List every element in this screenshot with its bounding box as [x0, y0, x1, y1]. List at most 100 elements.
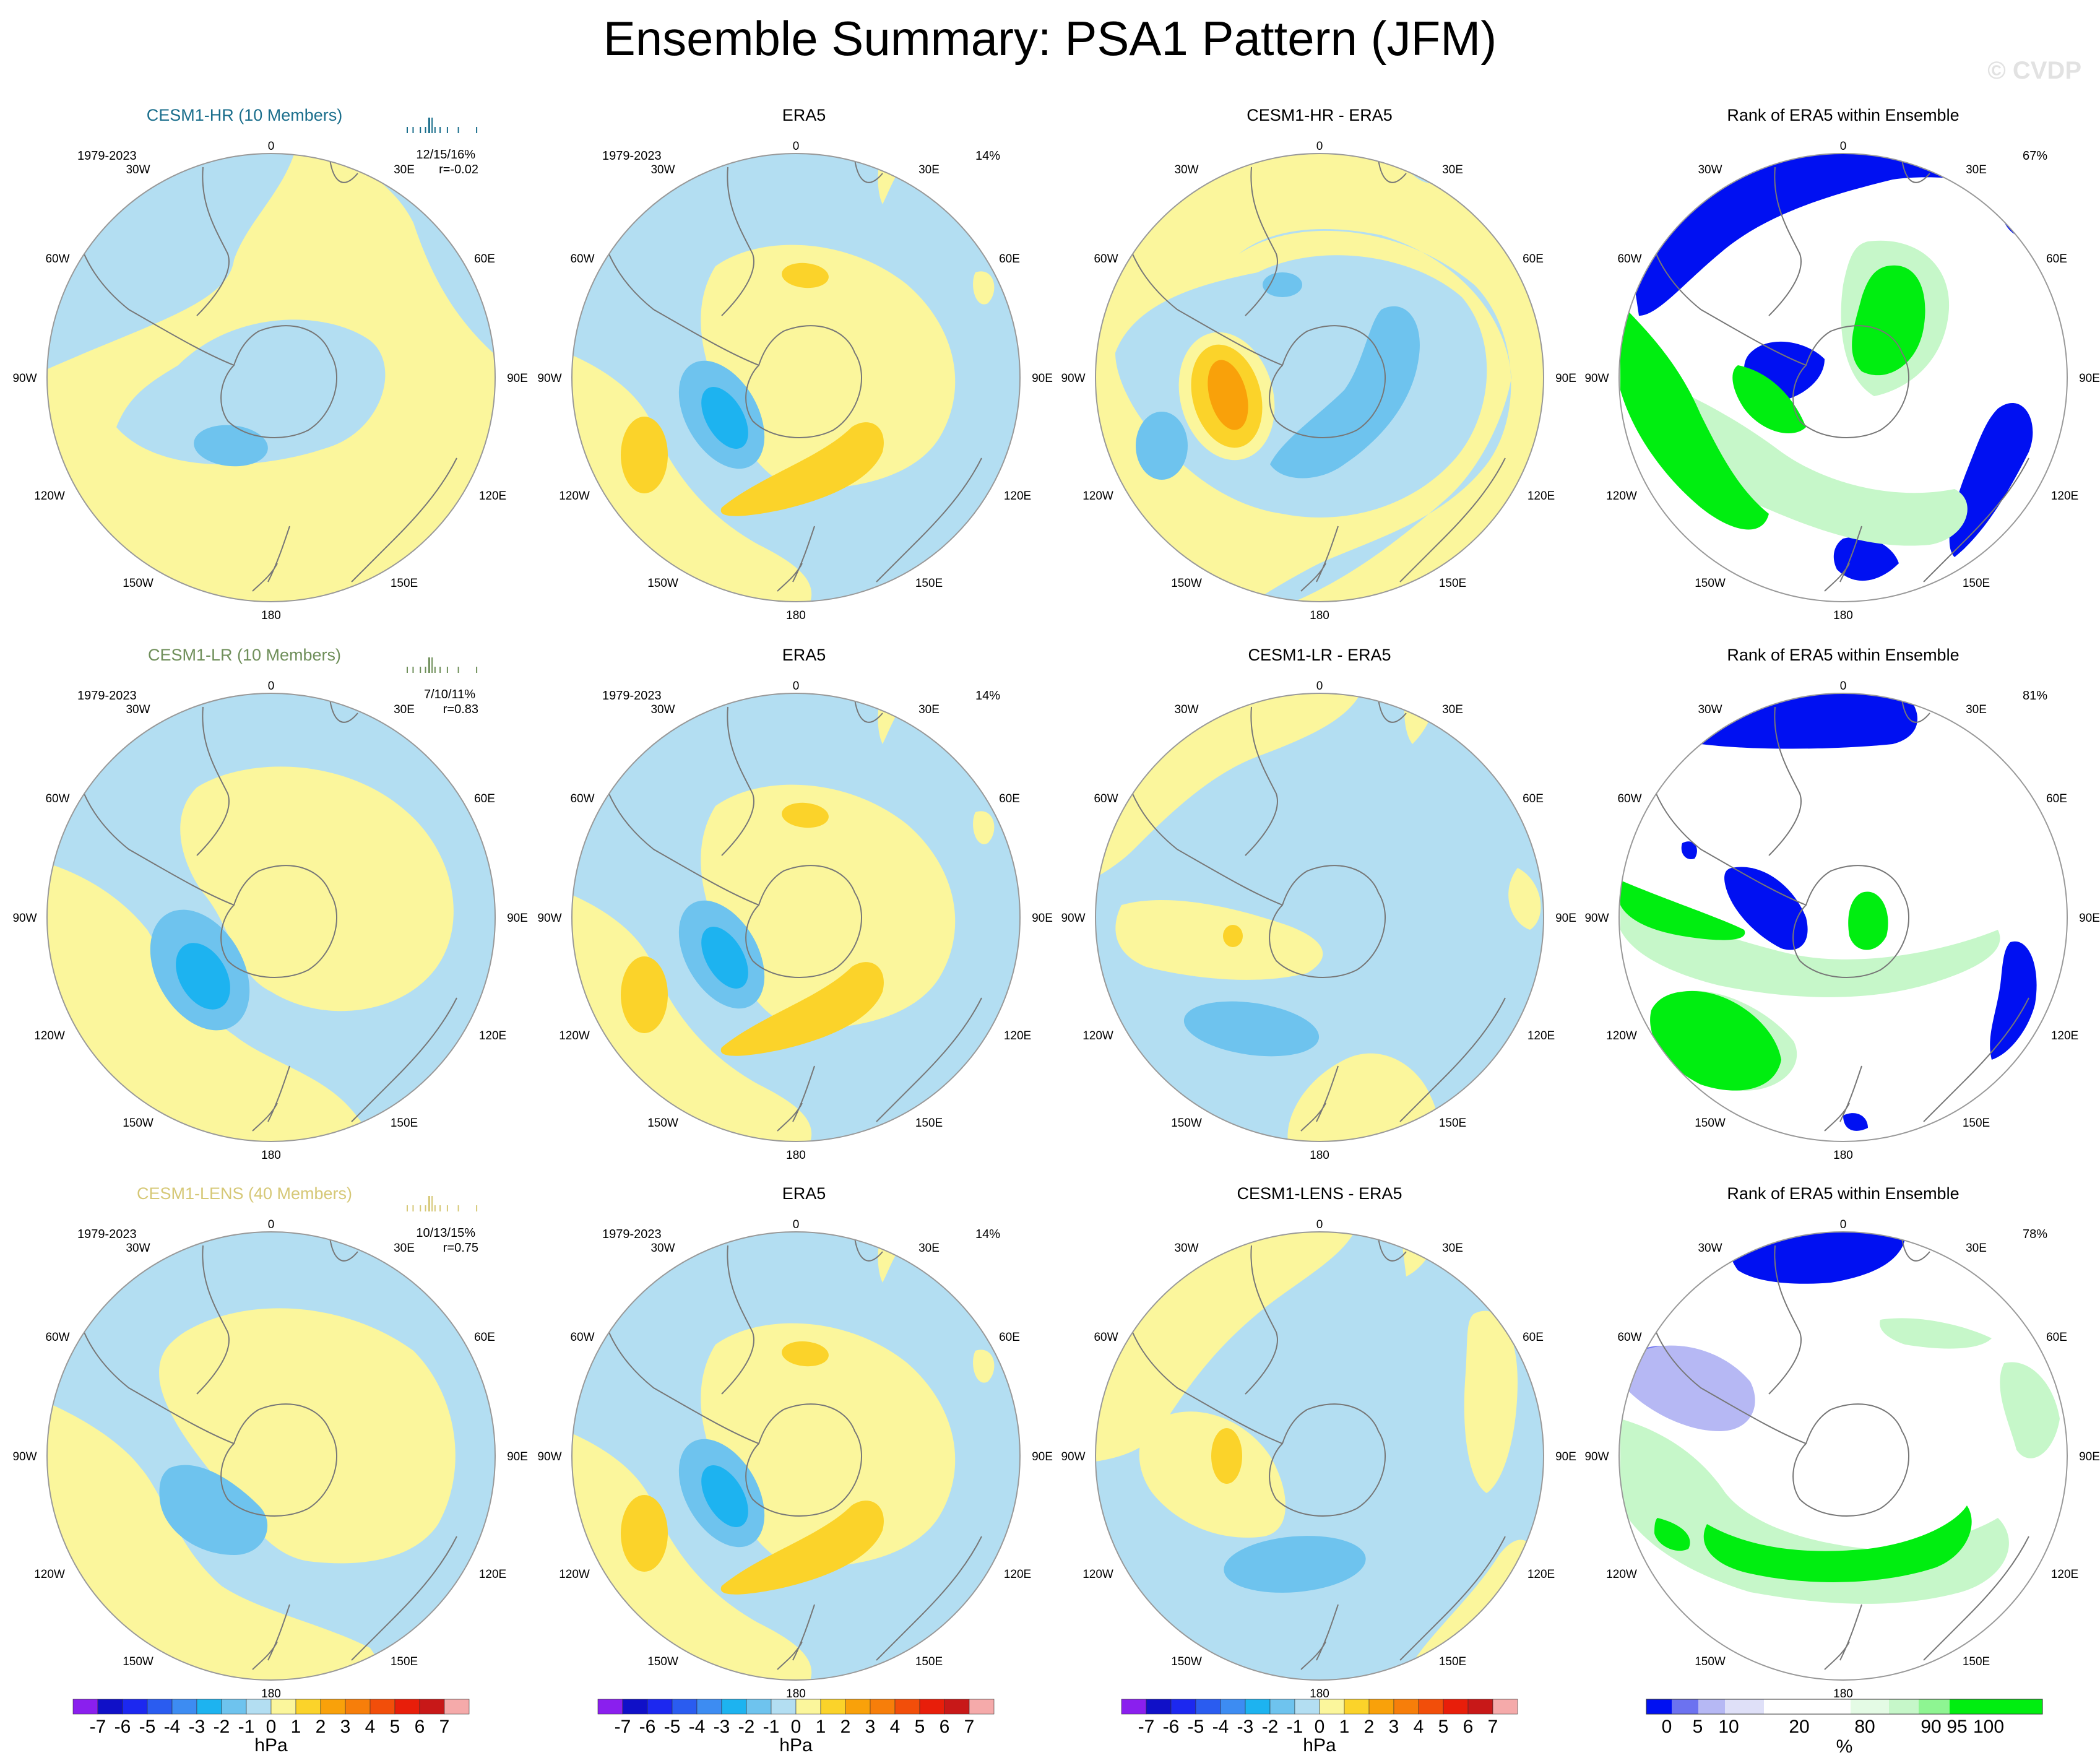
antarctic-peninsula-coastline — [1651, 241, 1807, 366]
longitude-label-left_lower: 120W — [1606, 490, 1637, 503]
model-field — [47, 154, 495, 602]
longitude-label-lower_left: 150W — [1171, 1117, 1202, 1130]
longitude-label-left: 90W — [1584, 912, 1609, 925]
colorbar-tick-label: -3 — [714, 1717, 730, 1737]
copyright-watermark: © CVDP — [1987, 57, 2081, 84]
era5-field — [572, 154, 1020, 602]
rank-field — [1619, 1232, 2067, 1680]
colorbar-hpa: -7 -6 -5 -4 -3 -2 -1 0 1 2 3 4 5 6 7 hPa — [72, 1699, 470, 1756]
longitude-label-right_upper: 60E — [2046, 253, 2067, 266]
colorbar-swatch — [1492, 1699, 1518, 1715]
panel-grid: 0 180 30W 30E 60W 60E 90W 90E 120W 120E 150W 150E CE… — [12, 106, 2099, 1700]
longitude-label-right: 90E — [507, 912, 528, 925]
new-zealand-coastline — [1300, 1604, 1339, 1670]
new-zealand-coastline — [1824, 1065, 1862, 1132]
longitude-label-lower_left: 150W — [647, 1117, 678, 1130]
longitude-label-right: 90E — [1032, 372, 1053, 385]
rank-low-region — [1724, 867, 1808, 950]
longitude-label-right_lower: 120E — [1004, 490, 1031, 503]
longitude-label-upper_left: 30W — [126, 1242, 150, 1255]
africa-coastline — [1901, 699, 1930, 723]
longitude-label-left_upper: 60W — [1094, 1331, 1118, 1344]
longitude-label-right: 90E — [507, 1450, 528, 1463]
colorbar-tick-label: -2 — [738, 1717, 755, 1737]
longitude-label-left_upper: 60W — [1617, 792, 1641, 805]
longitude-label-right: 90E — [2079, 372, 2100, 385]
map-boundary-circle — [1618, 693, 2068, 1142]
model-field — [47, 693, 495, 1141]
colorbar-tick-label: -2 — [214, 1717, 230, 1737]
longitude-label-bottom: 180 — [1310, 1687, 1329, 1700]
longitude-label-right_upper: 60E — [2046, 792, 2067, 805]
colorbar-tick-label: 20 — [1789, 1717, 1809, 1737]
colorbar-tick-label: -7 — [90, 1717, 106, 1737]
longitude-label-right_lower: 120E — [2051, 1029, 2078, 1042]
australia-coastline — [351, 1536, 457, 1661]
model-title: CESM1-HR (10 Members) — [147, 106, 343, 124]
colorbar-swatch — [696, 1699, 722, 1715]
longitude-label-left: 90W — [1061, 912, 1085, 925]
era5-map-panel-row1: 0 180 30W 30E 60W 60E 90W 90E 120W 120E 150W 150E ER… — [537, 106, 1052, 622]
longitude-label-upper_right: 30E — [1966, 703, 1987, 716]
south-america-coastline — [721, 167, 754, 316]
longitude-label-left: 90W — [12, 1450, 37, 1463]
strong-negative-anomaly — [701, 1465, 748, 1527]
longitude-label-bottom: 180 — [1833, 609, 1853, 622]
period-label: 1979-2023 — [77, 1228, 137, 1241]
rank-percentage: 78% — [2023, 1228, 2047, 1241]
colorbar-tick-label: 6 — [415, 1717, 425, 1737]
pc-variance-explained: 14% — [975, 689, 1000, 703]
longitude-label-top: 0 — [268, 1218, 275, 1231]
longitude-label-bottom: 180 — [1310, 609, 1329, 622]
colorbar-swatch — [171, 1699, 197, 1715]
colorbar-tick-label: 5 — [1693, 1717, 1703, 1737]
africa-coastline — [329, 699, 358, 723]
longitude-label-top: 0 — [268, 140, 275, 153]
period-label: 1979-2023 — [602, 689, 662, 703]
era5-field — [572, 1232, 1020, 1680]
colorbar-swatch — [444, 1699, 470, 1715]
longitude-label-right_upper: 60E — [999, 792, 1020, 805]
africa-coastline — [1901, 1237, 1930, 1262]
colorbar-tick-label: 1 — [291, 1717, 301, 1737]
colorbar-swatch — [1170, 1699, 1196, 1715]
antarctic-peninsula-coastline — [1127, 1319, 1283, 1444]
colorbar-unit-label: hPa — [1303, 1735, 1336, 1756]
longitude-label-right_lower: 120E — [1527, 1029, 1555, 1042]
south-america-coastline — [196, 1245, 230, 1395]
positive-anomaly-region — [973, 811, 995, 844]
colorbar-swatch — [1269, 1699, 1295, 1715]
colorbar-swatch — [969, 1699, 995, 1715]
longitude-label-lower_left: 150W — [123, 577, 153, 590]
africa-coastline — [1378, 1237, 1407, 1262]
rank-low-region — [1990, 941, 2037, 1060]
rank-field — [1619, 693, 2067, 1141]
colorbar-rank: 0 5 10 20 80 90 95 100% — [1646, 1699, 2043, 1757]
south-america-coastline — [721, 706, 754, 856]
moderate-positive-anomaly — [1211, 1428, 1242, 1484]
longitude-label-left_lower: 120W — [1082, 1029, 1113, 1042]
longitude-label-lower_left: 150W — [1695, 1655, 1726, 1668]
longitude-label-lower_left: 150W — [647, 577, 678, 590]
colorbar-tick-label: -6 — [115, 1717, 131, 1737]
colorbar-tick-label: 7 — [1488, 1717, 1498, 1737]
era5-map-panel-row3: 0 180 30W 30E 60W 60E 90W 90E 120W 120E 150W 150E ER… — [537, 1184, 1052, 1700]
longitude-label-left: 90W — [12, 912, 37, 925]
rank-high-region — [1650, 990, 1781, 1091]
pc-variance-explained: 14% — [975, 1228, 1000, 1241]
moderate-negative-anomaly — [1136, 412, 1188, 480]
colorbar-swatch — [221, 1699, 247, 1715]
colorbar-tick-label: 1 — [816, 1717, 826, 1737]
colorbar-tick-label: 4 — [1414, 1717, 1424, 1737]
australia-coastline — [351, 457, 457, 583]
colorbar-swatch — [246, 1699, 272, 1715]
longitude-label-right_lower: 120E — [1004, 1029, 1031, 1042]
longitude-label-left_upper: 60W — [570, 253, 594, 266]
colorbar-tick-label: 5 — [915, 1717, 925, 1737]
longitude-label-right_upper: 60E — [1523, 1331, 1544, 1344]
colorbar-swatch — [771, 1699, 797, 1715]
era5-title: ERA5 — [782, 646, 826, 664]
longitude-label-left_upper: 60W — [45, 253, 69, 266]
africa-coastline — [1378, 699, 1407, 723]
pc-variance-explained: 14% — [975, 149, 1000, 163]
